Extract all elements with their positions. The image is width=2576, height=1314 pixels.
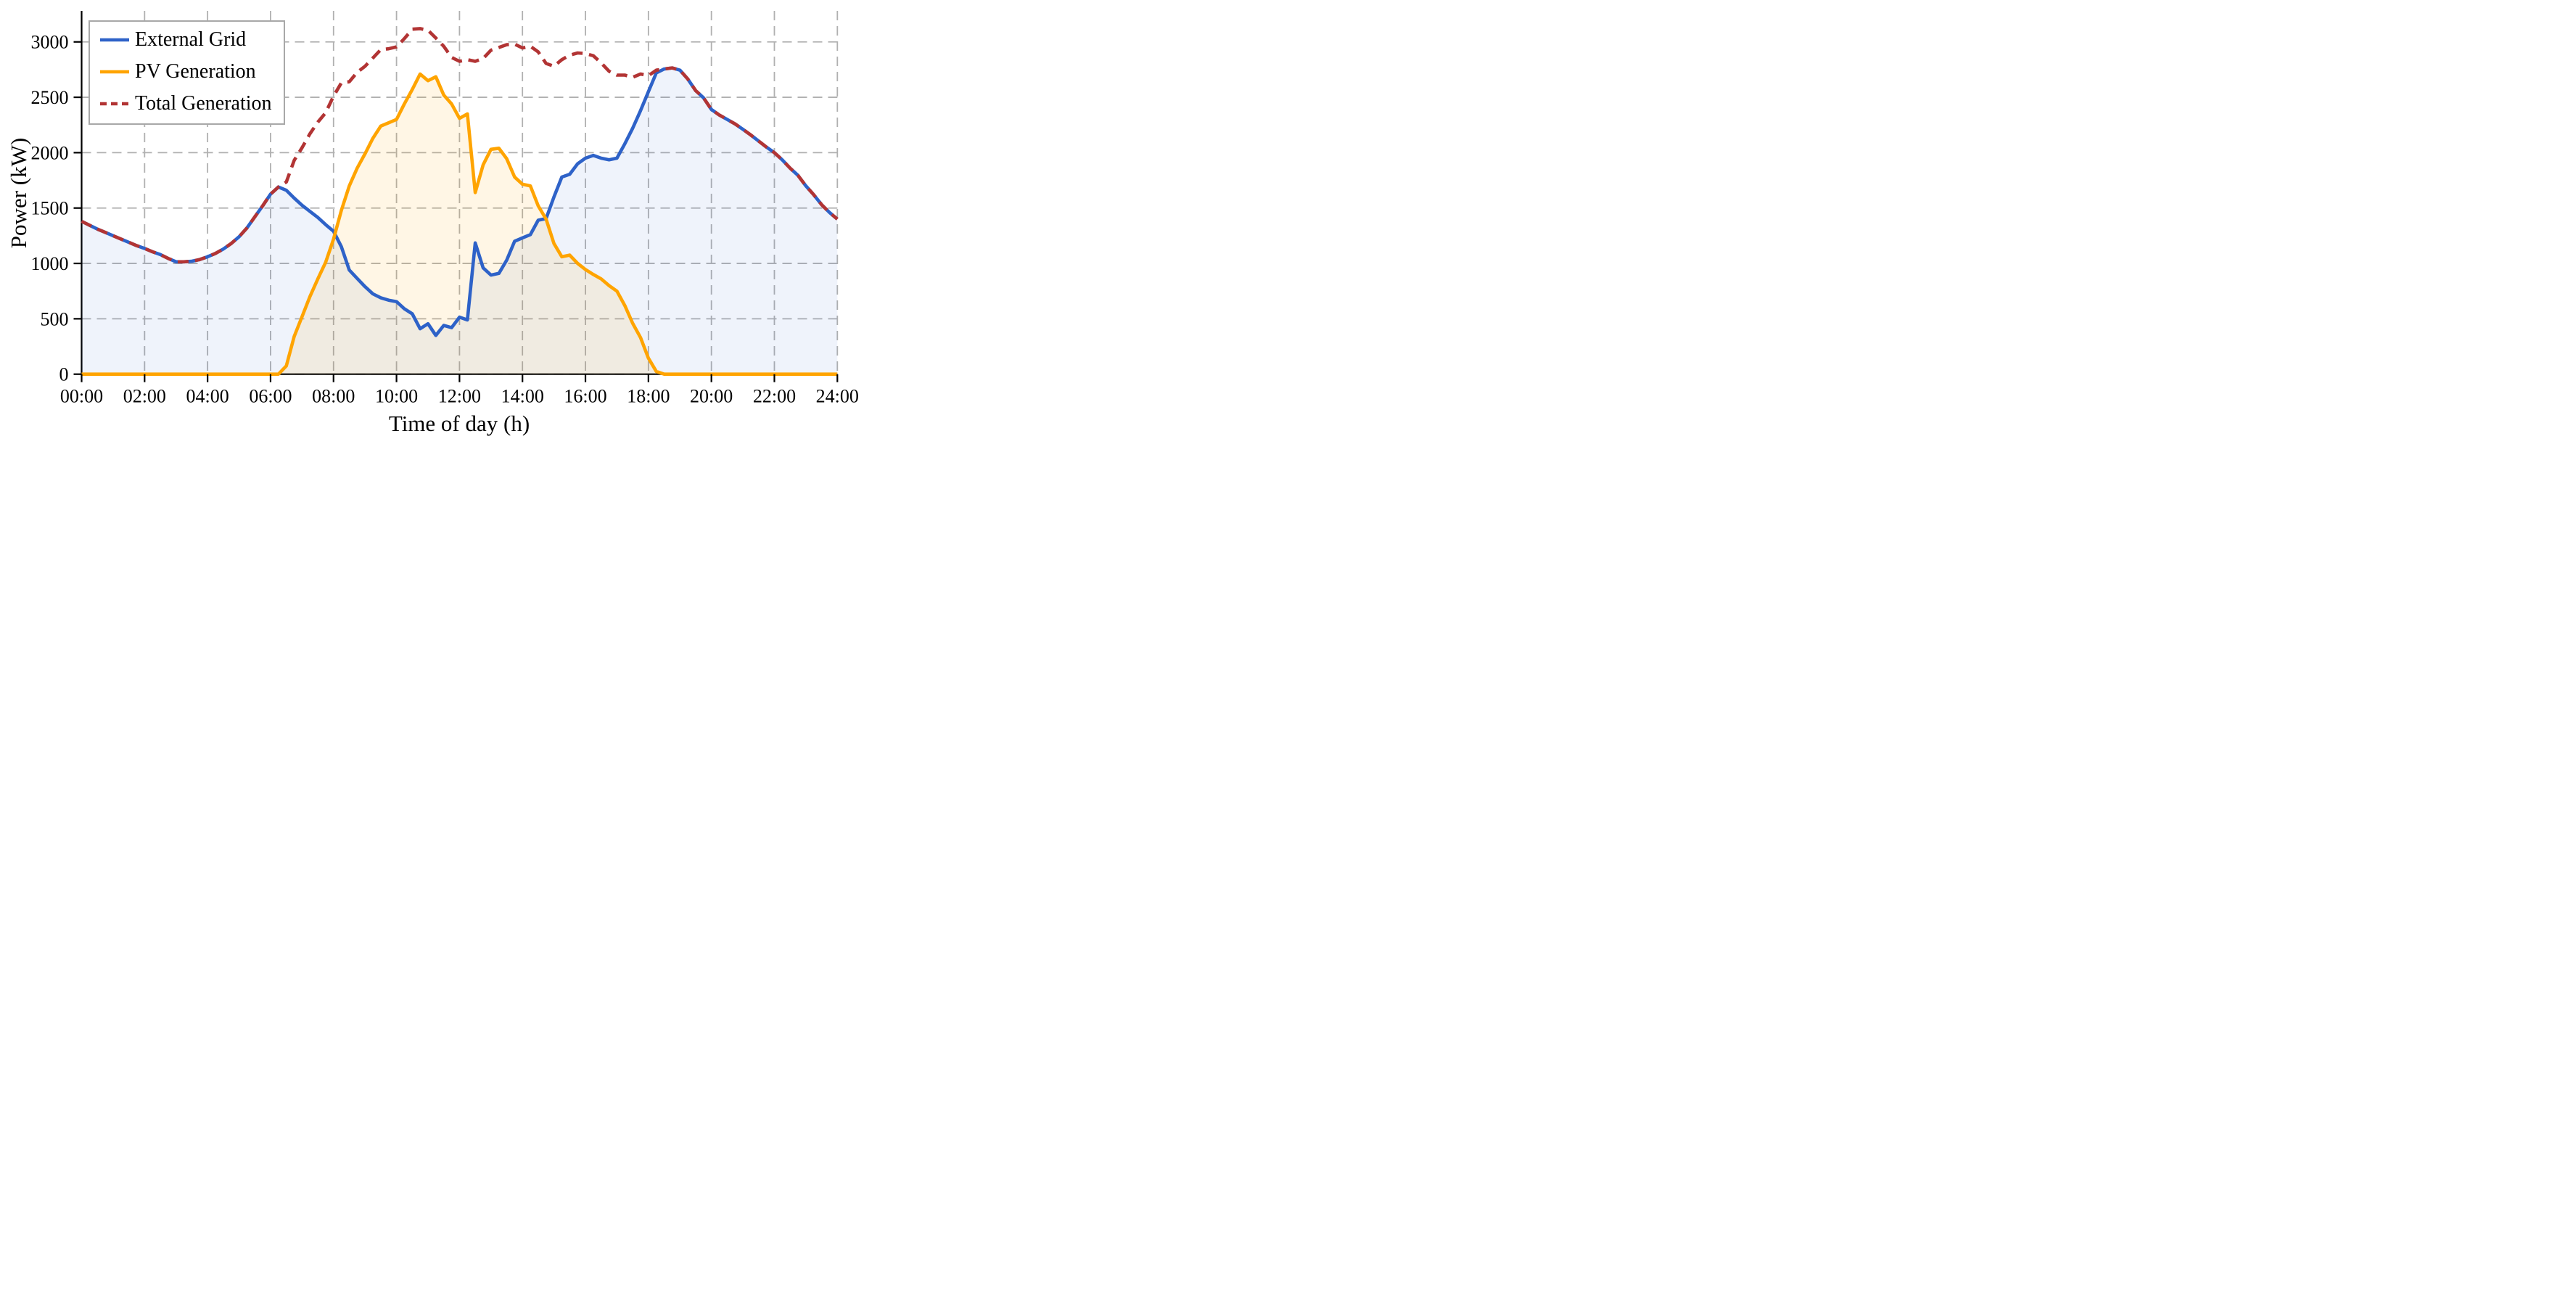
x-tick-label: 08:00 bbox=[312, 386, 355, 407]
x-tick-label: 14:00 bbox=[501, 386, 544, 407]
plot-area: 00:00 02:00 04:00 06:00 08:00 10:00 12:00 14:00… bbox=[31, 11, 859, 407]
series-line-total-generation bbox=[81, 27, 839, 264]
x-axis-label: Time of day (h) bbox=[388, 411, 530, 436]
legend: External Grid PV Generation Total Genera… bbox=[89, 20, 285, 125]
legend-item-external-grid: External Grid bbox=[99, 24, 272, 56]
series-line-external-grid bbox=[81, 66, 839, 337]
x-tick-label: 06:00 bbox=[249, 386, 292, 407]
legend-label-external-grid: External Grid bbox=[135, 28, 247, 51]
legend-label-pv-generation: PV Generation bbox=[135, 60, 256, 83]
external-grid-line-swatch-icon bbox=[100, 38, 129, 42]
x-tick-label: 02:00 bbox=[123, 386, 166, 407]
legend-label-total-generation: Total Generation bbox=[135, 92, 272, 115]
legend-item-pv-generation: PV Generation bbox=[99, 56, 272, 88]
x-tick-label: 22:00 bbox=[753, 386, 796, 407]
x-tick-label: 10:00 bbox=[375, 386, 418, 407]
y-tick-label: 0 bbox=[59, 364, 69, 385]
y-axis-label: Power (kW) bbox=[6, 137, 31, 249]
x-tick-label: 16:00 bbox=[564, 386, 606, 407]
y-tick-label: 1500 bbox=[31, 198, 69, 219]
x-tick-label: 24:00 bbox=[816, 386, 859, 407]
total-generation-dashed-line-swatch-icon bbox=[100, 102, 129, 106]
x-tick-label: 20:00 bbox=[690, 386, 733, 407]
y-tick-label: 2500 bbox=[31, 87, 69, 108]
series-area-pv-generation bbox=[81, 74, 838, 374]
pv-generation-line-swatch-icon bbox=[100, 70, 129, 74]
x-tick-label: 18:00 bbox=[627, 386, 670, 407]
x-tick-label: 04:00 bbox=[186, 386, 229, 407]
y-tick-label: 1000 bbox=[31, 253, 69, 274]
y-tick-label: 3000 bbox=[31, 32, 69, 53]
legend-item-total-generation: Total Generation bbox=[99, 88, 272, 120]
x-tick-label: 00:00 bbox=[60, 386, 103, 407]
series-area-external-grid bbox=[81, 67, 838, 374]
y-tick-label: 500 bbox=[41, 308, 69, 329]
y-tick-label: 2000 bbox=[31, 142, 69, 163]
x-tick-label: 12:00 bbox=[438, 386, 481, 407]
chart-figure: 00:00 02:00 04:00 06:00 08:00 10:00 12:00 14:00… bbox=[0, 0, 859, 438]
